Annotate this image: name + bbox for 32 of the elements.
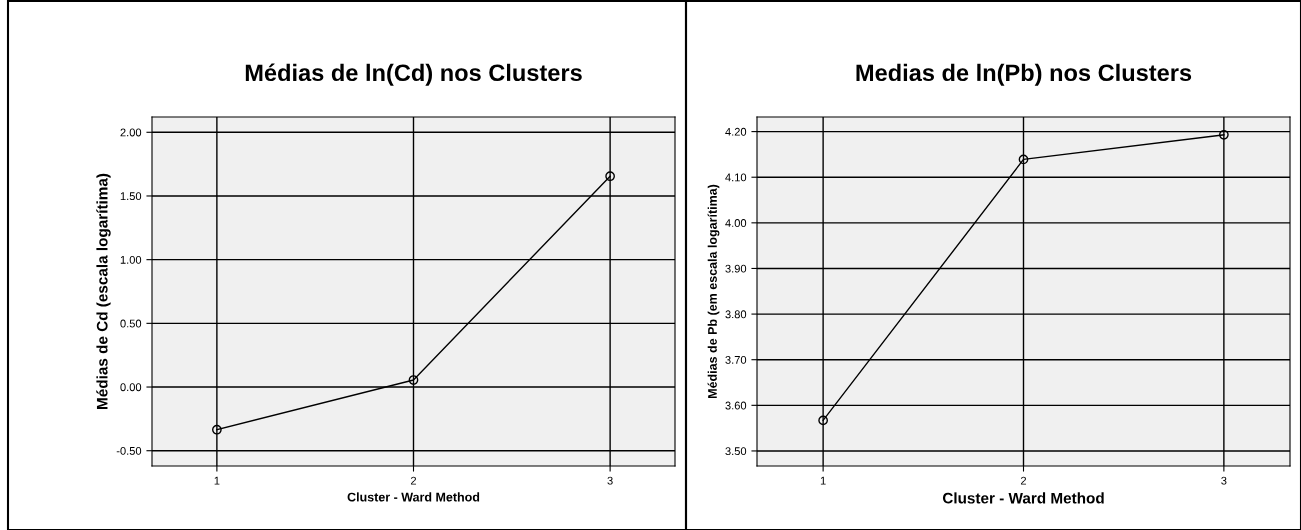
y-tick-label: 4.10 [725,173,747,182]
y-tick-label: 1.50 [120,192,142,201]
y-axis-title: Médias de Pb (em escala logarítima) [707,184,720,398]
y-axis-title: Médias de Cd (escala logarítima) [96,173,111,409]
x-tick-label: 2 [410,476,417,485]
chart-title: Medias de ln(Pb) nos Clusters [856,63,1192,86]
x-tick-label: 2 [1020,476,1027,485]
y-tick-label: 0.50 [120,319,142,328]
y-tick-label: 1.00 [120,255,142,264]
y-tick-label: 3.80 [725,310,747,319]
x-axis-title: Cluster - Ward Method [347,492,480,502]
y-tick-label: 2.00 [120,128,142,137]
x-tick-label: 1 [820,476,826,485]
x-tick-label: 1 [214,476,220,485]
y-tick-label: 3.50 [725,447,747,456]
point [818,415,828,426]
point [212,424,222,435]
y-tick-label: 0.00 [120,383,142,392]
y-tick-label: 3.60 [725,401,747,410]
chart-title: Médias de ln(Cd) nos Clusters [245,63,582,86]
point [1018,154,1029,165]
point [605,171,615,182]
y-tick-label: 4.00 [725,219,747,227]
y-tick-label: -0.50 [116,446,142,455]
point [408,375,419,385]
y-tick-label: 4.20 [725,127,747,136]
y-tick-label: 3.90 [725,264,747,273]
y-tick-label: 3.70 [725,355,747,364]
x-tick-label: 3 [1221,476,1227,485]
point [1219,129,1229,140]
x-axis-title: Cluster - Ward Method [942,492,1104,504]
x-tick-label: 3 [607,476,613,485]
